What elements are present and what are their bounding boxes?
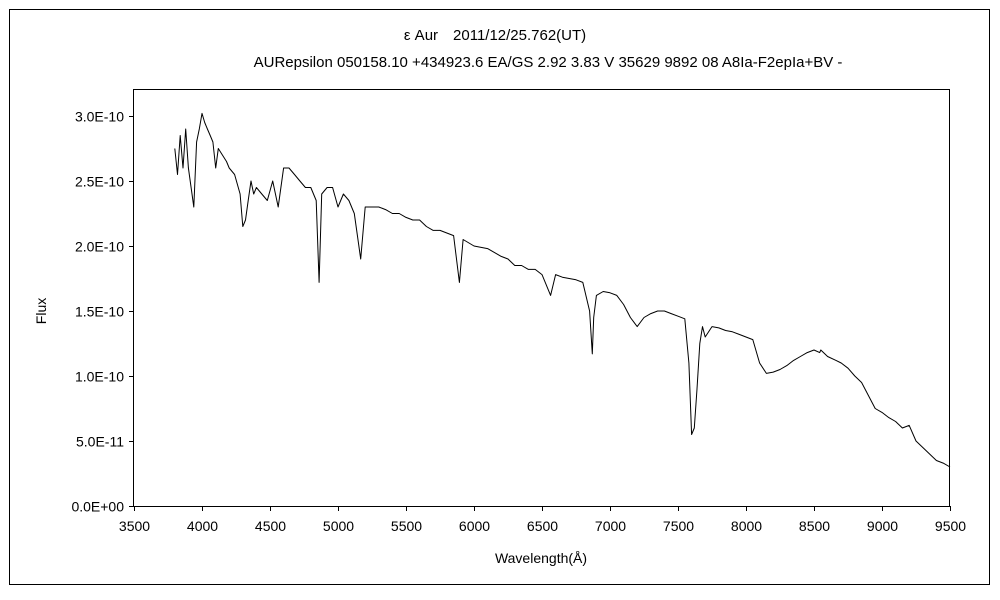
y-axis: 0.0E+00 5.0E-11 1.0E-10 1.5E-10 2.0E-10 2.5E-… [71, 109, 134, 515]
x-tick-label: 4500 [255, 518, 286, 534]
x-tick-label: 4000 [187, 518, 218, 534]
series-group [174, 112, 951, 468]
plot-area-border [133, 89, 950, 507]
y-tick-label: 1.5E-10 [75, 304, 124, 320]
y-tick-label: 2.0E-10 [75, 239, 124, 255]
chart-title: ε Aur 2011/12/25.762(UT) [403, 27, 587, 44]
chart-subtitle: AURepsilon 050158.10 +434923.6 EA/GS 2.9… [253, 54, 843, 71]
x-tick-label: 5500 [391, 518, 422, 534]
y-tick-label: 2.5E-10 [75, 174, 124, 190]
x-tick-label: 9500 [935, 518, 966, 534]
y-tick-label: 3.0E-10 [75, 109, 124, 125]
x-axis-label: Wavelength(Å) [495, 550, 587, 566]
x-tick-label: 6000 [459, 518, 490, 534]
x-tick-label: 5000 [323, 518, 354, 534]
x-tick-label: 3500 [119, 518, 150, 534]
x-tick-label: 7500 [663, 518, 694, 534]
outer-border [9, 9, 990, 585]
x-tick-label: 6500 [527, 518, 558, 534]
y-tick-label: 1.0E-10 [75, 369, 124, 385]
y-axis-label: Flux [33, 298, 49, 324]
x-axis: 3500 4000 4500 5000 5500 6000 6500 7000 7500 8000… [119, 506, 966, 534]
y-tick-label: 0.0E+00 [71, 499, 124, 515]
x-tick-label: 8000 [731, 518, 762, 534]
x-tick-label: 8500 [799, 518, 830, 534]
x-tick-label: 9000 [867, 518, 898, 534]
spectrum-line [174, 112, 951, 468]
x-tick-label: 7000 [595, 518, 626, 534]
y-tick-label: 5.0E-11 [76, 434, 124, 450]
